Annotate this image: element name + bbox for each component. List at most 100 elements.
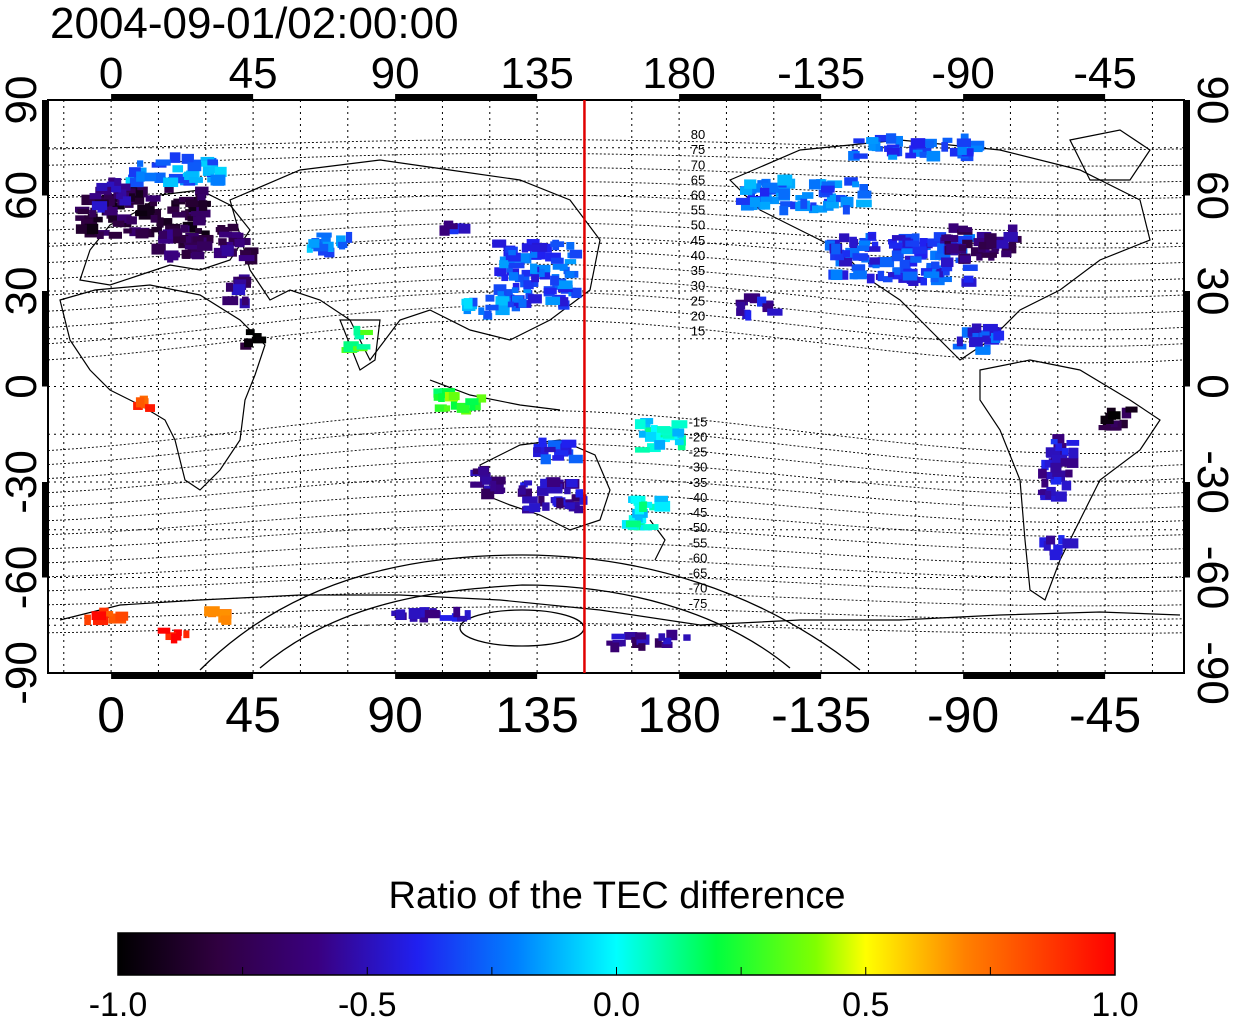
contour-line — [48, 139, 1184, 151]
tec-data-cell — [91, 611, 107, 621]
tec-data-cell — [201, 230, 210, 239]
tec-data-cell — [448, 392, 460, 401]
lat-tick-label-right: 0 — [1188, 374, 1237, 398]
tec-data-cell — [546, 477, 561, 487]
tec-data-cell — [868, 233, 876, 240]
tec-data-cell — [767, 308, 783, 316]
lat-tick-label-left: -90 — [0, 641, 46, 705]
colorbar-tick-label: 0.0 — [593, 986, 640, 1024]
tec-data-cell — [167, 206, 180, 214]
tec-data-cell — [933, 232, 947, 242]
tec-data-cell — [636, 634, 650, 645]
tec-data-cell — [1058, 535, 1065, 545]
lat-tick-label-left: -30 — [0, 450, 46, 514]
tec-data-cell — [531, 274, 540, 283]
tec-data-cell — [654, 440, 666, 450]
lat-tick-label-left: -60 — [0, 546, 46, 610]
tec-data-cell — [227, 223, 239, 232]
tec-data-cell — [800, 198, 808, 209]
tec-data-cell — [920, 278, 928, 286]
tec-data-cell — [839, 233, 850, 243]
tec-data-cell — [465, 398, 479, 406]
contour-line — [48, 524, 1184, 551]
tec-data-cell — [234, 238, 245, 248]
tec-data-cell — [550, 241, 565, 248]
tec-data-cell — [527, 244, 540, 252]
tec-data-cell — [136, 171, 145, 182]
tec-data-cell — [859, 184, 869, 194]
tec-data-cell — [151, 243, 166, 255]
tec-data-cell — [1041, 478, 1049, 488]
tec-data-cell — [108, 177, 116, 184]
tec-data-cell — [491, 476, 506, 485]
tec-data-cell — [821, 181, 835, 190]
tec-data-cell — [780, 201, 793, 208]
tec-data-layer — [74, 133, 1138, 653]
tec-data-cell — [472, 468, 484, 475]
tec-data-cell — [438, 393, 445, 403]
tec-data-cell — [225, 282, 234, 292]
tec-data-cell — [540, 478, 547, 489]
tec-data-cell — [184, 171, 199, 180]
tec-data-cell — [451, 613, 461, 622]
tec-data-cell — [308, 239, 320, 248]
tec-data-cell — [849, 272, 858, 280]
tec-data-cell — [193, 216, 206, 226]
tec-data-cell — [563, 266, 570, 275]
lon-tick-label-bottom: -90 — [927, 687, 999, 743]
tec-data-cell — [187, 216, 196, 222]
contour-line — [48, 508, 1184, 538]
tec-data-cell — [545, 296, 561, 306]
tec-data-cell — [485, 304, 499, 311]
tec-data-cell — [760, 196, 773, 203]
tec-data-cell — [530, 248, 546, 260]
tec-data-cell — [566, 479, 578, 488]
colorbar-title: Ratio of the TEC difference — [389, 875, 846, 917]
tec-data-cell — [306, 244, 313, 253]
tec-data-cell — [360, 329, 373, 336]
tec-data-cell — [666, 629, 678, 641]
tec-data-cell — [564, 259, 577, 265]
contour-label: 60 — [691, 188, 705, 203]
contour-label: 80 — [691, 127, 705, 142]
tec-data-cell — [982, 323, 998, 332]
tec-data-cell — [1106, 407, 1116, 414]
tec-data-cell — [559, 297, 569, 307]
tec-data-cell — [931, 261, 940, 270]
axis-tick-bars — [42, 94, 1190, 679]
tec-data-cell — [887, 272, 895, 278]
tec-data-cell — [982, 335, 990, 343]
tec-data-cell — [103, 206, 118, 216]
tec-data-cell — [926, 150, 941, 162]
tec-data-cell — [353, 325, 361, 336]
tec-data-cell — [882, 276, 893, 283]
lat-tick-label-right: 90 — [1188, 76, 1237, 125]
tec-data-cell — [507, 301, 514, 308]
tec-data-cell — [523, 480, 533, 486]
tec-data-cell — [456, 402, 470, 413]
tec-data-cell — [843, 250, 851, 258]
contour-line — [48, 491, 1184, 524]
tec-data-cell — [119, 183, 131, 191]
contour-line — [48, 208, 1184, 233]
contour-line — [48, 590, 1184, 607]
tec-data-cell — [149, 209, 162, 220]
tec-data-cell — [126, 216, 137, 225]
tec-data-cell — [135, 167, 147, 174]
tec-data-cell — [611, 633, 626, 640]
tec-data-cell — [993, 240, 1009, 249]
tec-data-cell — [535, 264, 551, 273]
tec-data-cell — [849, 236, 857, 248]
tec-data-cell — [527, 294, 542, 304]
lon-tick-label-top: -135 — [777, 49, 865, 98]
tec-data-cell — [193, 236, 204, 243]
tec-data-cell — [185, 199, 199, 208]
tec-data-cell — [530, 263, 538, 274]
tec-data-cell — [943, 276, 952, 283]
tec-data-cell — [802, 192, 814, 199]
tec-data-cell — [956, 138, 971, 147]
tec-data-cell — [1050, 462, 1062, 473]
tec-data-cell — [542, 502, 550, 511]
tec-data-cell — [874, 134, 888, 142]
tec-data-cell — [132, 190, 144, 198]
